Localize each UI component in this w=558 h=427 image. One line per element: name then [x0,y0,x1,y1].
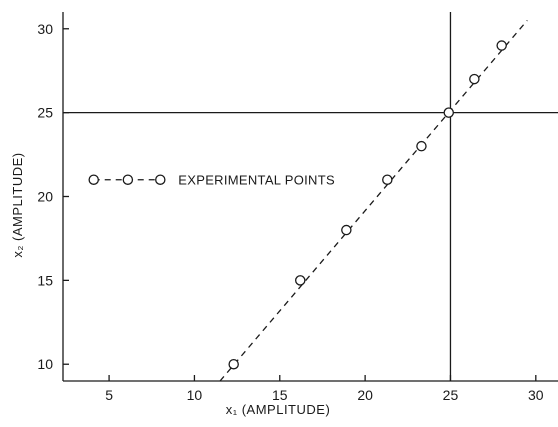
x-tick-label: 15 [272,387,288,403]
y-tick-label: 30 [37,21,53,37]
x-axis-ticks: 5 10 15 20 25 30 [105,375,544,403]
data-point [341,224,352,236]
fit-line-group [219,19,528,382]
axes [62,12,558,382]
data-point [228,358,239,370]
data-points [228,40,507,370]
y-tick-label: 20 [37,189,53,205]
y-axis-title: x₂ (AMPLITUDE) [10,152,25,257]
x-axis-title: x₁ (AMPLITUDE) [226,402,331,417]
legend-marker [155,174,166,185]
data-point [443,107,455,118]
data-point [416,140,427,152]
data-point [496,40,507,51]
legend: EXPERIMENTAL POINTS [88,173,335,188]
x-tick-label: 10 [187,387,203,403]
fit-line [219,19,528,382]
y-tick-label: 15 [37,272,53,288]
data-point [469,73,480,85]
data-point [382,174,393,185]
y-tick-label: 25 [37,105,53,121]
x-tick-label: 20 [357,387,373,403]
data-point [295,275,306,286]
reference-lines [63,12,558,381]
legend-marker [122,174,134,185]
x-tick-label: 5 [105,387,113,403]
legend-label: EXPERIMENTAL POINTS [178,173,335,188]
x-tick-label: 25 [443,387,459,403]
legend-marker [88,174,99,185]
y-axis-ticks: 10 15 20 25 30 [37,21,69,372]
y-tick-label: 10 [37,356,53,372]
x-tick-label: 30 [528,387,544,403]
